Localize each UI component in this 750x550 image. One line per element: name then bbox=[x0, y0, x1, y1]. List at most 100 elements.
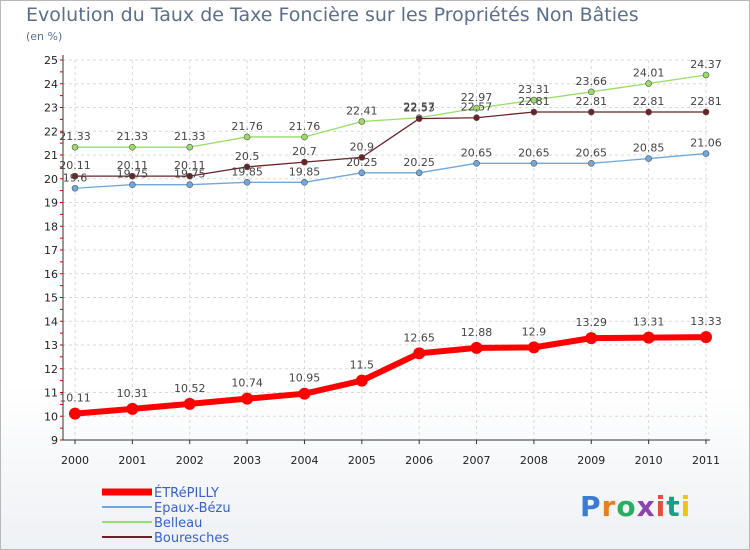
data-point bbox=[413, 347, 426, 360]
data-point bbox=[241, 392, 254, 405]
data-label: 21.33 bbox=[117, 130, 149, 143]
brand-logo: Proxiti bbox=[580, 490, 692, 523]
data-label: 20.9 bbox=[350, 140, 375, 153]
data-point bbox=[301, 179, 308, 186]
data-point bbox=[243, 133, 251, 141]
data-label: 13.29 bbox=[576, 316, 608, 329]
data-label: 23.31 bbox=[518, 83, 550, 96]
data-label: 19.85 bbox=[289, 165, 321, 178]
data-point bbox=[587, 88, 595, 96]
data-point bbox=[415, 115, 423, 122]
data-point bbox=[473, 104, 480, 112]
data-label: 22.81 bbox=[576, 95, 608, 108]
y-tick-label: 14 bbox=[44, 315, 58, 328]
data-label: 10.52 bbox=[174, 382, 206, 395]
data-label: 11.5 bbox=[350, 359, 375, 372]
data-label: 22.57 bbox=[461, 101, 493, 114]
data-point bbox=[645, 155, 652, 162]
data-point bbox=[186, 143, 194, 151]
data-point bbox=[358, 169, 366, 177]
data-point bbox=[642, 331, 655, 344]
data-point bbox=[129, 172, 136, 180]
data-label: 13.31 bbox=[633, 316, 665, 329]
data-point bbox=[702, 108, 710, 116]
y-tick-label: 16 bbox=[44, 268, 58, 281]
data-point bbox=[702, 150, 710, 157]
data-point bbox=[186, 181, 194, 188]
series-line-1 bbox=[74, 152, 707, 189]
y-tick-label: 17 bbox=[44, 244, 58, 257]
data-label: 21.76 bbox=[289, 120, 321, 133]
series-line-2 bbox=[75, 74, 707, 148]
data-label: 22.57 bbox=[403, 101, 435, 114]
x-tick-label: 2004 bbox=[290, 454, 318, 467]
data-label: 24.01 bbox=[633, 67, 665, 80]
data-point bbox=[585, 332, 598, 345]
data-point bbox=[69, 407, 81, 420]
data-label: 10.11 bbox=[59, 392, 91, 405]
data-point bbox=[71, 184, 79, 192]
data-label: 20.11 bbox=[117, 159, 149, 172]
data-label: 20.85 bbox=[633, 142, 665, 155]
data-label: 10.31 bbox=[117, 387, 149, 400]
data-point bbox=[129, 181, 136, 188]
x-tick-label: 2009 bbox=[577, 454, 605, 467]
legend-entry: Epaux-Bézu bbox=[154, 501, 231, 516]
y-tick-label: 15 bbox=[44, 292, 58, 305]
x-tick-label: 2003 bbox=[233, 454, 261, 467]
data-label: 21.33 bbox=[174, 130, 206, 143]
data-point bbox=[298, 387, 311, 400]
data-point bbox=[71, 172, 79, 180]
y-tick-label: 25 bbox=[44, 54, 58, 67]
data-label: 20.65 bbox=[518, 146, 550, 159]
data-label: 21.06 bbox=[690, 137, 722, 150]
data-label: 22.81 bbox=[690, 95, 722, 108]
data-label: 21.33 bbox=[59, 130, 91, 143]
data-label: 19.75 bbox=[117, 168, 149, 181]
y-tick-label: 23 bbox=[44, 102, 58, 115]
data-point bbox=[587, 108, 595, 116]
data-point bbox=[129, 143, 136, 151]
data-label: 20.65 bbox=[461, 146, 493, 159]
series-line-0 bbox=[74, 334, 707, 417]
y-tick-label: 9 bbox=[51, 434, 58, 447]
data-point bbox=[473, 114, 480, 122]
data-label: 21.76 bbox=[231, 120, 263, 133]
y-tick-label: 24 bbox=[44, 78, 58, 91]
series-line-3 bbox=[75, 111, 706, 177]
data-label: 20.7 bbox=[292, 145, 317, 158]
x-tick-label: 2006 bbox=[405, 454, 433, 467]
data-label: 19.75 bbox=[174, 168, 206, 181]
data-label: 10.74 bbox=[231, 377, 263, 390]
data-point bbox=[71, 143, 79, 151]
legend-entry: Belleau bbox=[154, 516, 202, 531]
y-tick-label: 10 bbox=[44, 410, 58, 423]
y-tick-label: 11 bbox=[44, 387, 58, 400]
data-point bbox=[470, 341, 483, 354]
data-point bbox=[186, 172, 194, 180]
legend-entry: ÉTRéPILLY bbox=[154, 485, 219, 501]
data-point bbox=[645, 108, 652, 116]
y-tick-label: 19 bbox=[44, 197, 58, 210]
data-point bbox=[126, 402, 139, 415]
data-point bbox=[530, 108, 538, 116]
data-point bbox=[530, 96, 538, 104]
x-tick-label: 2005 bbox=[348, 454, 376, 467]
data-label: 20.5 bbox=[235, 150, 260, 163]
data-label: 22.53 bbox=[403, 102, 435, 115]
data-label: 24.37 bbox=[690, 58, 722, 71]
data-point bbox=[527, 341, 540, 354]
data-point bbox=[301, 133, 308, 141]
data-label: 12.9 bbox=[522, 325, 547, 338]
x-tick-label: 2008 bbox=[520, 454, 548, 467]
data-point bbox=[645, 80, 652, 87]
x-tick-label: 2001 bbox=[118, 454, 146, 467]
chart-title: Evolution du Taux de Taxe Foncière sur l… bbox=[26, 4, 639, 26]
data-label: 12.65 bbox=[403, 331, 435, 344]
data-point bbox=[700, 331, 712, 344]
y-tick-label: 18 bbox=[44, 220, 58, 233]
y-tick-label: 12 bbox=[44, 363, 58, 376]
y-tick-label: 21 bbox=[44, 149, 58, 162]
